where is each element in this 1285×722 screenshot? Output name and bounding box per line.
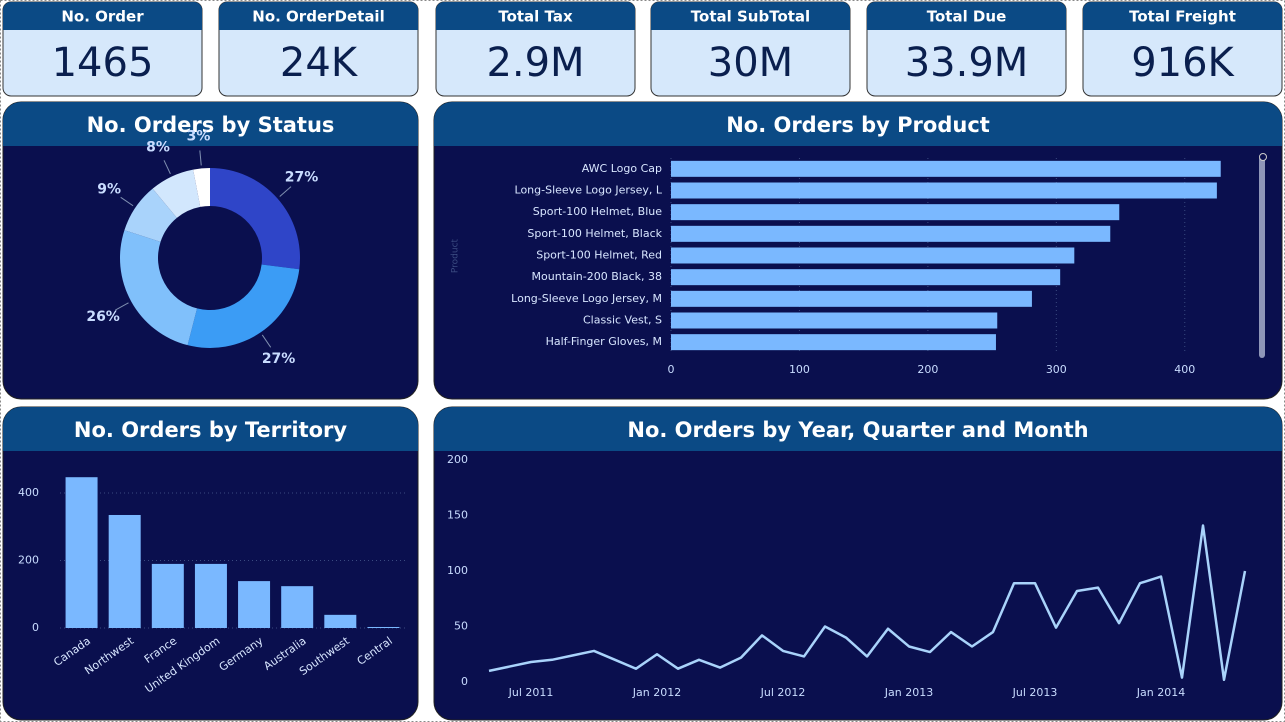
panel	[433, 406, 1283, 721]
bar	[194, 563, 227, 628]
leader-line	[120, 196, 134, 207]
panel-title: No. Orders by Territory	[74, 418, 347, 442]
bar	[151, 563, 184, 628]
card-label: Total Due	[927, 8, 1007, 26]
data-label: 3%	[187, 129, 211, 145]
data-label: 26%	[86, 309, 120, 325]
y-tick-label: Mountain-200 Black, 38	[532, 270, 662, 283]
x-tick-label: Jul 2012	[760, 686, 806, 699]
card-label: Total Freight	[1129, 8, 1236, 26]
data-label: 9%	[97, 181, 121, 197]
y-tick-label: Classic Vest, S	[583, 314, 662, 327]
card-header	[1083, 2, 1282, 30]
x-tick-label: Jan 2012	[632, 686, 681, 699]
bar	[671, 225, 1111, 242]
bar	[671, 290, 1032, 307]
x-tick-label: Jan 2013	[884, 686, 933, 699]
card-header	[436, 2, 635, 30]
bar	[671, 160, 1221, 177]
card-value: 24K	[280, 40, 359, 86]
bar	[65, 477, 98, 628]
leader-line	[115, 302, 129, 311]
y-tick-label: Half-Finger Gloves, M	[546, 335, 662, 348]
leader-line	[261, 334, 272, 348]
x-tick-label: Jan 2014	[1136, 686, 1185, 699]
y-tick-label: 150	[447, 509, 468, 522]
y-tick-label: 100	[447, 564, 468, 577]
bar	[281, 586, 314, 628]
leader-line	[279, 186, 292, 197]
card-label: No. Order	[61, 8, 144, 26]
bar	[671, 269, 1061, 286]
donut-segment	[152, 169, 201, 218]
line	[488, 524, 1247, 682]
donut-segment	[187, 264, 300, 349]
card-label: Total SubTotal	[691, 8, 810, 26]
panel	[2, 101, 419, 400]
data-label: 8%	[146, 140, 170, 156]
x-tick-label: 0	[668, 363, 675, 376]
donut-segment	[193, 168, 210, 207]
card-label: Total Tax	[498, 8, 573, 26]
panel-title: No. Orders by Status	[87, 113, 335, 137]
leader-line	[163, 160, 171, 175]
card-header	[867, 2, 1066, 30]
card-value: 2.9M	[486, 40, 584, 86]
bar	[671, 182, 1217, 199]
y-tick-label: 50	[454, 620, 468, 633]
panel-header	[3, 407, 418, 451]
y-tick-label: Sport-100 Helmet, Blue	[533, 205, 662, 218]
donut-segment	[210, 168, 300, 270]
y-tick-label: 200	[447, 453, 468, 466]
x-tick-label: 200	[917, 363, 938, 376]
x-tick-label: Jul 2013	[1012, 686, 1058, 699]
leader-line	[199, 150, 202, 166]
y-tick-label: 0	[32, 621, 39, 634]
y-tick-label: AWC Logo Cap	[582, 162, 662, 175]
bar	[671, 204, 1120, 221]
data-label: 27%	[285, 169, 319, 185]
card-value: 30M	[708, 40, 793, 86]
card-value: 916K	[1131, 40, 1235, 86]
bar	[671, 312, 998, 329]
x-tick-label: 400	[1174, 363, 1195, 376]
panel-header	[434, 407, 1282, 451]
panel	[2, 406, 419, 721]
y-tick-label: 0	[461, 675, 468, 688]
x-tick-label: Jul 2011	[508, 686, 554, 699]
donut-segment	[124, 188, 177, 242]
y-tick-label: Sport-100 Helmet, Red	[536, 249, 662, 262]
bar	[367, 626, 400, 628]
donut-segment	[120, 230, 198, 346]
card-value: 33.9M	[905, 40, 1029, 86]
panel-title: No. Orders by Product	[726, 113, 990, 137]
bar	[238, 581, 271, 628]
bar	[671, 334, 996, 351]
bar	[324, 614, 357, 628]
panel-header	[3, 102, 418, 146]
card-header	[3, 2, 202, 30]
x-tick-label: 100	[789, 363, 810, 376]
data-label: 27%	[262, 351, 296, 367]
scrollbar	[1259, 156, 1265, 358]
card-label: No. OrderDetail	[252, 8, 384, 26]
panel-header	[434, 102, 1282, 146]
y-tick-label: Long-Sleeve Logo Jersey, M	[511, 292, 662, 305]
y-tick-label: Long-Sleeve Logo Jersey, L	[515, 184, 663, 197]
y-axis-label: Product	[451, 238, 461, 273]
bar	[671, 247, 1075, 264]
card-header	[651, 2, 850, 30]
x-tick-label: 300	[1046, 363, 1067, 376]
y-tick-label: Sport-100 Helmet, Black	[527, 227, 662, 240]
y-tick-label: 400	[18, 486, 39, 499]
panel-title: No. Orders by Year, Quarter and Month	[627, 418, 1088, 442]
card-header	[219, 2, 418, 30]
y-tick-label: 200	[18, 554, 39, 567]
card-value: 1465	[52, 40, 154, 86]
bar	[108, 514, 141, 628]
scroll-handle	[1259, 153, 1267, 161]
